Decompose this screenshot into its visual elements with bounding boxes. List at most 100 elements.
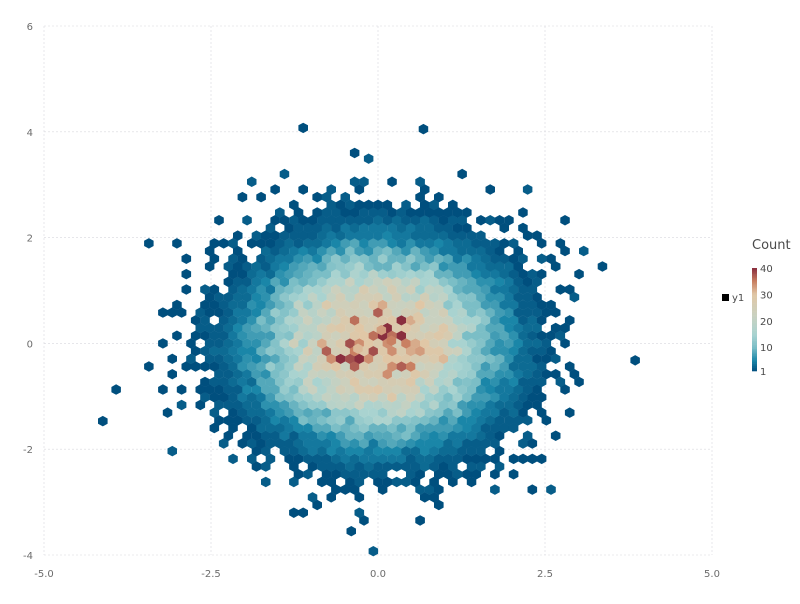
hex-bin: [429, 369, 439, 380]
colorbar-segment: [752, 298, 757, 300]
hex-bin: [340, 222, 350, 234]
hex-bin: [471, 453, 481, 465]
hex-bin: [410, 353, 421, 364]
hex-bin: [536, 268, 547, 280]
hex-bin: [415, 253, 425, 264]
hex-bin: [279, 384, 290, 395]
hex-bin: [242, 276, 252, 288]
hex-bin: [555, 330, 566, 341]
hex-bin: [340, 392, 350, 403]
hex-bin: [415, 345, 425, 357]
hex-bin: [522, 307, 533, 318]
hex-bin: [387, 299, 397, 311]
hex-bin: [550, 261, 561, 272]
hex-bin: [293, 392, 304, 403]
hex-bin: [536, 392, 547, 403]
hex-bin: [429, 215, 439, 226]
hex-bin: [331, 268, 341, 280]
y-tick-label: 6: [27, 22, 33, 33]
hex-bin: [508, 284, 519, 295]
hex-bin: [448, 384, 458, 395]
hex-bin: [312, 268, 322, 280]
hex-bin: [204, 307, 215, 318]
hex-bin: [349, 284, 360, 295]
hex-bin: [233, 353, 243, 364]
hex-bin: [490, 392, 500, 403]
hex-bin: [289, 199, 299, 211]
hex-bin: [480, 330, 491, 341]
hex-bin: [564, 361, 575, 372]
hex-bin: [298, 445, 308, 457]
hex-bin: [387, 453, 397, 465]
hex-bin: [518, 345, 528, 357]
hex-bin: [293, 284, 304, 295]
hex-bin: [485, 276, 495, 288]
hex-bin: [289, 430, 299, 441]
hex-bin: [340, 315, 350, 326]
hex-bin: [466, 307, 477, 318]
hex-bin: [452, 422, 463, 434]
hex-bin: [406, 376, 416, 388]
colorbar-segment: [752, 294, 757, 297]
hex-bin: [466, 399, 477, 411]
hex-bin: [387, 176, 397, 187]
hex-bin: [293, 469, 304, 480]
hex-bin: [406, 238, 416, 249]
hex-bin: [312, 191, 322, 203]
hex-bin: [317, 230, 327, 241]
hex-bin: [247, 345, 257, 357]
colorbar-segment: [752, 331, 757, 334]
hex-bin: [251, 322, 262, 334]
hex-bin: [349, 484, 360, 495]
hex-bin: [504, 261, 514, 272]
hex-bin: [382, 461, 393, 472]
hex-bin: [499, 253, 509, 264]
hex-bin: [494, 276, 505, 288]
hex-bin: [401, 445, 411, 457]
hex-bin: [434, 422, 444, 434]
hex-bin: [312, 376, 322, 388]
hex-bin-notable: [413, 311, 423, 323]
hex-bin: [438, 215, 449, 226]
hex-bin: [349, 469, 360, 480]
hex-bin: [494, 369, 505, 380]
hex-bin: [377, 438, 388, 449]
hex-bin: [359, 361, 369, 372]
hex-bin: [326, 230, 336, 241]
hex-bin: [406, 315, 416, 326]
hex-bin: [289, 215, 299, 226]
hex-bin: [261, 261, 271, 272]
hex-bin: [190, 330, 201, 341]
hex-bin: [158, 384, 168, 395]
hex-bin: [340, 238, 350, 249]
hex-bin: [406, 469, 416, 480]
colorbar-segment: [752, 347, 757, 349]
hex-bin: [317, 292, 327, 303]
hex-bin: [190, 361, 201, 372]
hex-bin: [345, 384, 355, 395]
hex-bin: [443, 376, 453, 388]
hex-bin: [457, 445, 467, 457]
hex-bin: [167, 445, 177, 457]
hex-bin: [396, 284, 407, 295]
hex-bin: [284, 345, 294, 357]
hex-bin: [298, 307, 308, 318]
hex-bin: [242, 338, 252, 349]
colorbar-segment: [752, 326, 757, 328]
hex-bin: [452, 268, 463, 280]
hex-bin: [420, 430, 430, 441]
hex-bin: [490, 345, 500, 357]
hex-bin: [223, 384, 234, 395]
hex-bin: [420, 369, 430, 380]
colorbar-segment: [752, 310, 757, 312]
hex-bin: [228, 345, 238, 357]
colorbar-segment: [752, 335, 757, 337]
hex-bin: [289, 230, 299, 241]
hex-bin: [452, 253, 463, 264]
hex-bin: [532, 353, 542, 364]
hex-bin: [476, 369, 486, 380]
colorbar-segment: [752, 289, 757, 291]
hex-bin: [312, 207, 322, 218]
hex-bin: [373, 276, 383, 288]
hex-bin: [368, 453, 379, 465]
